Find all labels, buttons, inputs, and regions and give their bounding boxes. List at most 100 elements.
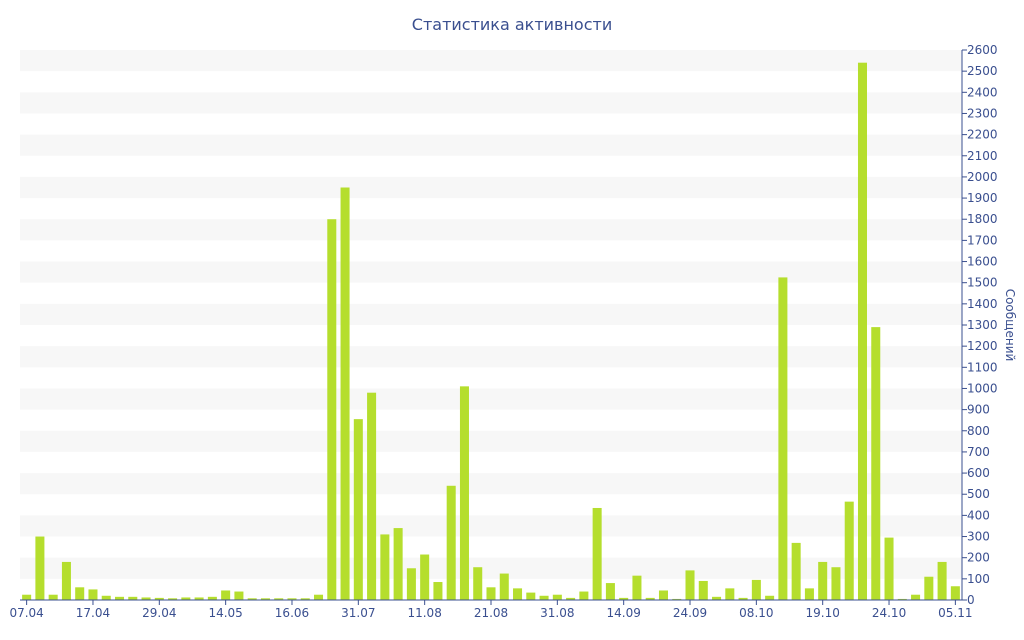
bar[interactable] — [499, 573, 509, 600]
y-tick-label: 1100 — [967, 360, 998, 374]
bar[interactable] — [114, 596, 125, 600]
y-tick-label: 1800 — [967, 212, 998, 226]
grid-band — [20, 430, 962, 452]
bar[interactable] — [168, 598, 178, 600]
y-tick-label: 400 — [967, 508, 990, 522]
bar[interactable] — [154, 597, 164, 600]
bar[interactable] — [672, 598, 682, 600]
bar[interactable] — [751, 579, 761, 600]
bar[interactable] — [327, 219, 337, 600]
bar[interactable] — [685, 570, 695, 600]
y-tick-label: 1500 — [967, 276, 998, 290]
bar[interactable] — [247, 598, 257, 600]
bar[interactable] — [194, 597, 204, 600]
bar[interactable] — [380, 534, 390, 600]
bar[interactable] — [712, 596, 722, 600]
bar[interactable] — [101, 595, 111, 600]
bar[interactable] — [141, 597, 151, 600]
bar[interactable] — [924, 576, 934, 600]
bar[interactable] — [433, 582, 443, 600]
x-tick-label: 14.09 — [606, 606, 640, 620]
bar[interactable] — [48, 594, 58, 600]
bar[interactable] — [221, 590, 231, 600]
bar[interactable] — [579, 591, 589, 600]
bar[interactable] — [353, 419, 363, 600]
y-tick-label: 600 — [967, 466, 990, 480]
y-tick-label: 100 — [967, 572, 990, 586]
bar[interactable] — [459, 386, 469, 600]
bar[interactable] — [61, 561, 71, 600]
x-tick-label: 19.10 — [806, 606, 840, 620]
bar[interactable] — [552, 594, 562, 600]
y-tick-label: 2100 — [967, 149, 998, 163]
bar[interactable] — [566, 597, 576, 600]
bar[interactable] — [287, 598, 297, 600]
bar[interactable] — [765, 595, 775, 600]
bar[interactable] — [645, 597, 655, 600]
bar[interactable] — [406, 568, 416, 600]
bar[interactable] — [128, 596, 138, 600]
bar[interactable] — [300, 598, 310, 600]
bar[interactable] — [937, 561, 947, 600]
bar[interactable] — [778, 277, 788, 600]
bar[interactable] — [791, 542, 801, 600]
bar[interactable] — [234, 591, 244, 600]
bar[interactable] — [831, 567, 841, 600]
grid-band — [20, 346, 962, 368]
bar[interactable] — [260, 598, 270, 600]
bar[interactable] — [22, 594, 32, 600]
y-tick-label: 1400 — [967, 297, 998, 311]
bar[interactable] — [539, 595, 549, 600]
bar[interactable] — [486, 587, 496, 600]
bar[interactable] — [871, 327, 881, 600]
bar[interactable] — [513, 588, 523, 600]
bar[interactable] — [207, 596, 217, 600]
bar[interactable] — [393, 528, 403, 600]
bar[interactable] — [181, 597, 191, 600]
bar[interactable] — [314, 594, 324, 600]
bar[interactable] — [698, 580, 708, 600]
bar[interactable] — [367, 392, 377, 600]
bar[interactable] — [844, 501, 854, 600]
bar[interactable] — [738, 597, 748, 600]
y-tick-label: 2000 — [967, 170, 998, 184]
bar[interactable] — [884, 537, 894, 600]
bar[interactable] — [632, 575, 642, 600]
bar[interactable] — [340, 187, 350, 601]
bar[interactable] — [88, 589, 98, 600]
y-tick-label: 300 — [967, 530, 990, 544]
bar[interactable] — [420, 554, 430, 600]
y-tick-label: 200 — [967, 551, 990, 565]
bar[interactable] — [857, 62, 868, 600]
x-tick-label: 17.04 — [76, 606, 110, 620]
bar[interactable] — [75, 587, 85, 600]
x-tick-label: 07.04 — [9, 606, 43, 620]
bar[interactable] — [897, 598, 907, 600]
x-tick-label: 31.08 — [540, 606, 574, 620]
x-tick-label: 11.08 — [407, 606, 441, 620]
y-tick-label: 500 — [967, 487, 990, 501]
bar[interactable] — [446, 485, 456, 600]
y-tick-label: 1200 — [967, 339, 998, 353]
bar[interactable] — [592, 507, 602, 600]
bar[interactable] — [35, 536, 45, 600]
grid-band — [20, 50, 962, 72]
y-tick-label: 2600 — [967, 43, 998, 57]
bar[interactable] — [950, 586, 960, 600]
bar[interactable] — [526, 592, 536, 600]
bar[interactable] — [274, 598, 284, 600]
bar[interactable] — [911, 594, 921, 600]
bar[interactable] — [605, 583, 615, 600]
y-tick-label: 1000 — [967, 381, 998, 395]
bar[interactable] — [473, 567, 483, 600]
bar[interactable] — [658, 590, 668, 600]
bar[interactable] — [619, 597, 629, 600]
y-tick-label: 2400 — [967, 85, 998, 99]
bar[interactable] — [725, 588, 735, 600]
bar[interactable] — [804, 588, 814, 600]
grid-band — [20, 92, 962, 114]
bar[interactable] — [818, 561, 828, 600]
bars — [22, 62, 960, 601]
y-axis-title: Сообщений — [1003, 289, 1017, 362]
